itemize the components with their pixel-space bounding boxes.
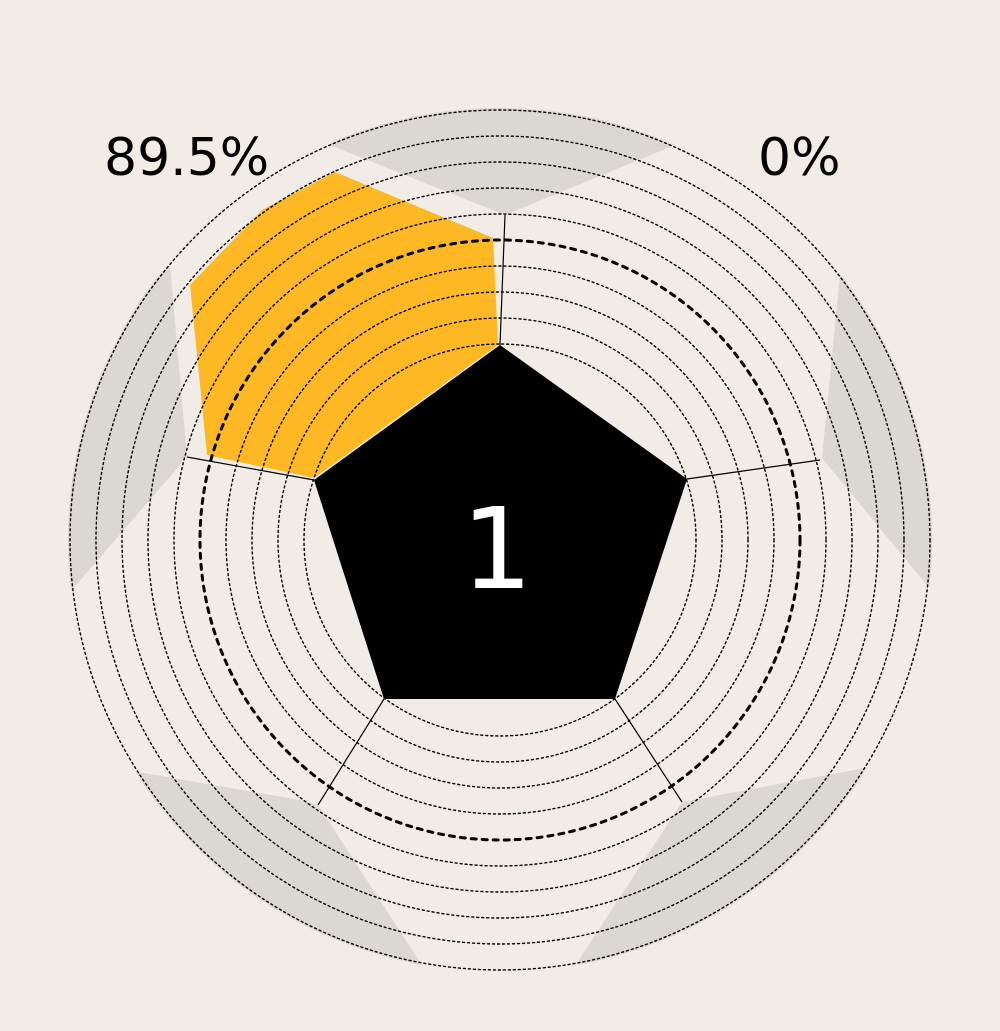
ring <box>303 343 697 737</box>
seam-line <box>614 698 683 803</box>
left-percent-label: 89.5% <box>104 128 270 188</box>
ring <box>121 161 879 919</box>
ring <box>95 135 905 945</box>
ring <box>69 109 931 971</box>
seam-line <box>317 698 385 806</box>
ring-thick <box>198 238 802 842</box>
center-pentagon <box>314 345 687 699</box>
highlight-segment <box>190 172 498 478</box>
ring <box>173 213 827 867</box>
patch-left <box>68 265 187 592</box>
ring <box>277 317 723 763</box>
seam-line <box>686 459 821 480</box>
patch-bottom-left <box>68 760 422 972</box>
patch-bottom-right <box>577 760 932 972</box>
seam-lines <box>186 214 821 806</box>
patch-right <box>822 275 932 595</box>
ring <box>225 265 775 815</box>
ring <box>147 187 853 893</box>
rings <box>69 109 931 971</box>
seam-line <box>186 456 315 481</box>
right-percent-label: 0% <box>758 128 841 188</box>
center-number: 1 <box>461 485 532 615</box>
seam-line <box>499 214 506 346</box>
ring <box>251 291 749 789</box>
